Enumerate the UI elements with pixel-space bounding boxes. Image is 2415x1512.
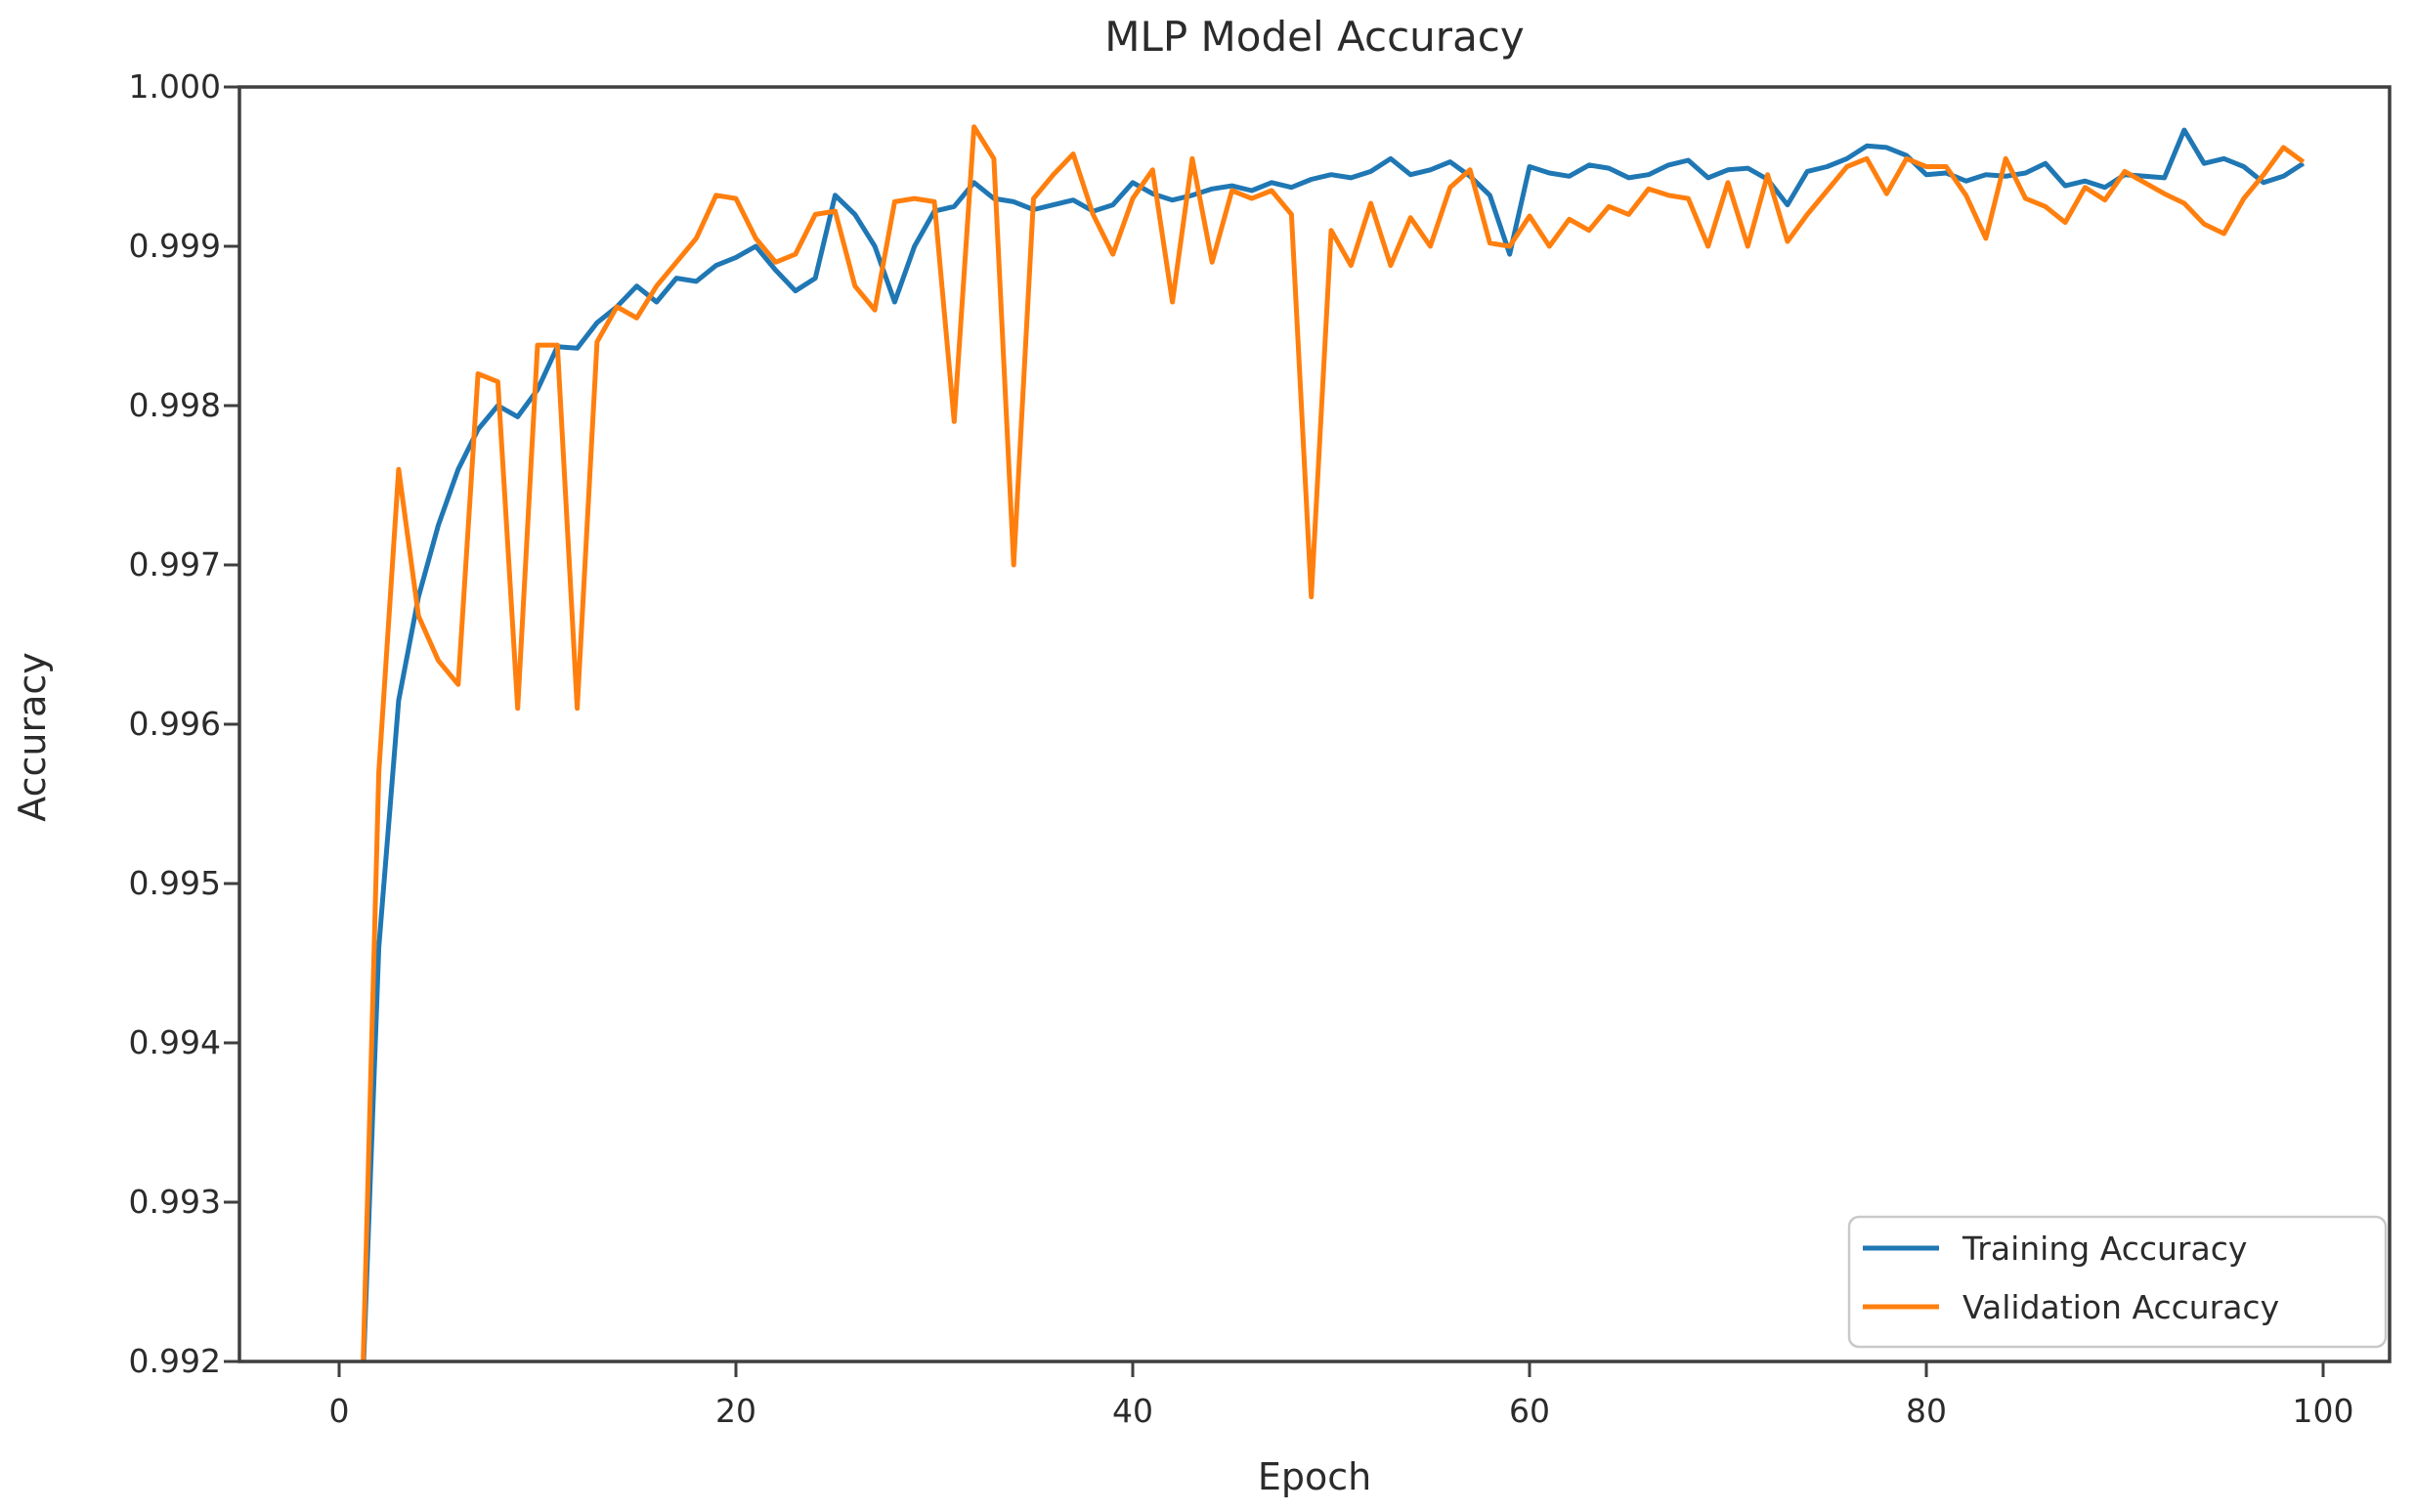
x-tick-label: 100 <box>2293 1392 2354 1430</box>
x-tick-label: 60 <box>1509 1392 1550 1430</box>
y-tick-label: 0.999 <box>129 227 221 265</box>
axes-spines <box>237 85 2392 1363</box>
y-tick-label: 0.993 <box>129 1183 221 1221</box>
x-tick-label: 40 <box>1112 1392 1153 1430</box>
y-tick-label: 0.992 <box>129 1342 221 1380</box>
legend-label-validation: Validation Accuracy <box>1962 1288 2279 1326</box>
series-group <box>361 124 2306 1361</box>
y-tick-label: 0.994 <box>129 1023 221 1061</box>
y-tick-label: 1.000 <box>129 67 221 106</box>
y-tick-label: 0.997 <box>129 545 221 583</box>
plot-area <box>239 87 2390 1361</box>
legend-label-training: Training Accuracy <box>1962 1230 2247 1268</box>
chart-title: MLP Model Accuracy <box>1104 13 1525 61</box>
x-tick-label: 20 <box>715 1392 756 1430</box>
y-tick-label: 0.998 <box>129 386 221 424</box>
y-axis-label: Accuracy <box>11 652 54 822</box>
y-axis-ticks: 1.000 0.999 0.998 0.997 0.996 0.995 0.994 0.993… <box>129 67 239 1380</box>
training-accuracy-line <box>361 127 2306 1361</box>
validation-accuracy-line <box>361 124 2306 1361</box>
x-axis-ticks: 0 20 40 60 80 100 <box>329 1361 2354 1430</box>
x-tick-label: 80 <box>1906 1392 1947 1430</box>
legend-box <box>1847 1215 2388 1349</box>
y-tick-label: 0.995 <box>129 864 221 902</box>
x-tick-label: 0 <box>329 1392 350 1430</box>
legend: Training Accuracy Validation Accuracy <box>1847 1215 2388 1349</box>
x-axis-label: Epoch <box>1258 1455 1371 1498</box>
y-tick-label: 0.996 <box>129 705 221 743</box>
